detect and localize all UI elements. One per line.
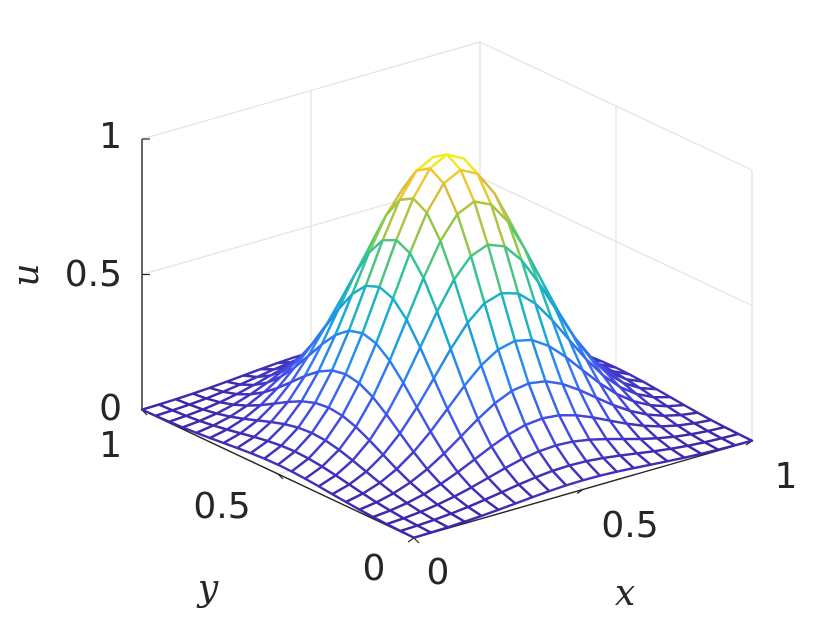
x-axis-label: x: [615, 573, 635, 614]
x-tick-0.5: 0.5: [601, 505, 658, 546]
x-tick-mark: [576, 489, 584, 494]
z-tick-0: 0: [99, 388, 122, 429]
axis-labels: x y u: [6, 263, 635, 614]
y-tick-0.5: 0.5: [193, 486, 250, 527]
y-tick-mark: [413, 537, 420, 544]
y-axis-label: y: [196, 568, 219, 609]
tick-labels: 1 0.5 0 1 0.5 0 0 0.5 1: [65, 116, 798, 593]
x-tick-0: 0: [427, 552, 450, 593]
y-tick-0: 0: [363, 548, 386, 589]
x-tick-mark: [407, 537, 415, 543]
z-axis-label: u: [6, 263, 47, 286]
z-tick-1: 1: [99, 116, 122, 157]
mesh-cell: [399, 524, 433, 539]
y-tick-mark: [277, 473, 284, 480]
y-tick-1: 1: [99, 425, 122, 466]
x-tick-1: 1: [775, 456, 798, 497]
surface-mesh: [140, 153, 754, 539]
z-tick-0.5: 0.5: [65, 254, 122, 295]
